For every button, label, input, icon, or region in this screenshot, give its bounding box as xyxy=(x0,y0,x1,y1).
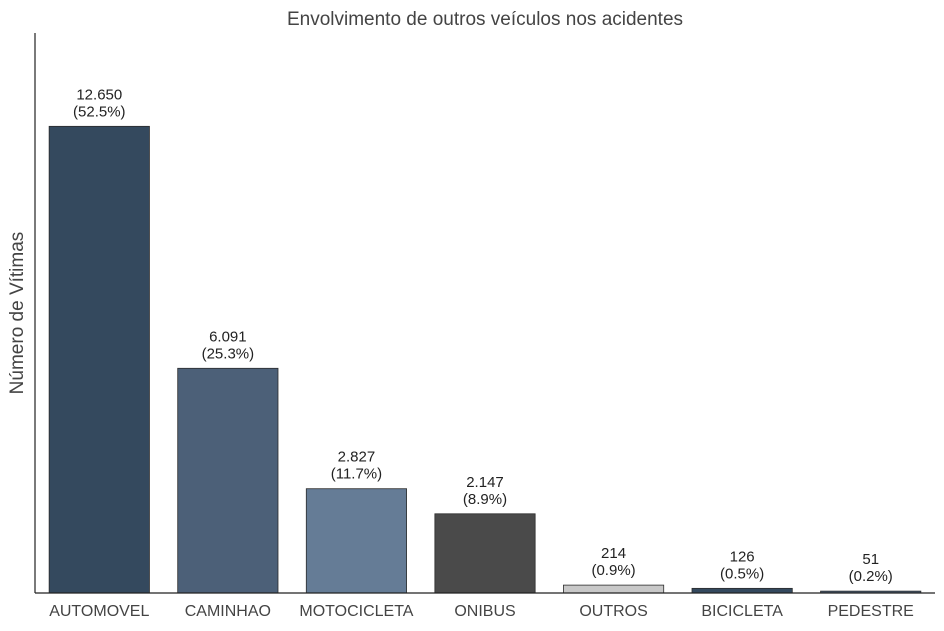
data-label-percent-motocicleta: (11.7%) xyxy=(331,466,382,483)
data-label-value-caminhao: 6.091 xyxy=(209,328,247,345)
bar-caminhao xyxy=(177,367,279,594)
bar-onibus xyxy=(434,513,536,594)
x-tick-label-automovel: AUTOMOVEL xyxy=(49,603,149,620)
x-tick-label-bicicleta: BICICLETA xyxy=(701,603,783,620)
y-axis-label: Número de Vítimas xyxy=(7,232,28,395)
x-tick-labels-group: AUTOMOVEL CAMINHAO MOTOCICLETA ONIBUS OUTROS… xyxy=(49,603,914,620)
bars-group xyxy=(48,125,922,594)
data-label-percent-bicicleta: (0.5%) xyxy=(720,565,764,582)
bar-bicicleta xyxy=(691,587,793,594)
x-tick-label-pedestre: PEDESTRE xyxy=(828,603,914,620)
data-label-percent-caminhao: (25.3%) xyxy=(202,345,255,362)
data-label-percent-automovel: (52.5%) xyxy=(73,103,126,120)
x-tick-label-caminhao: CAMINHAO xyxy=(185,603,271,620)
x-tick-label-outros: OUTROS xyxy=(579,603,647,620)
data-label-percent-pedestre: (0.2%) xyxy=(849,568,893,585)
data-label-value-automovel: 12.650 xyxy=(76,86,122,103)
data-label-value-pedestre: 51 xyxy=(862,551,879,568)
x-tick-label-onibus: ONIBUS xyxy=(454,603,515,620)
bar-outros xyxy=(563,584,665,594)
chart-title: Envolvimento de outros veículos nos acid… xyxy=(287,9,683,30)
data-label-percent-outros: (0.9%) xyxy=(591,562,635,579)
data-labels-group: 12.650(52.5%) 6.091(25.3%) 2.827(11.7%) 2.1… xyxy=(73,86,893,585)
data-label-percent-onibus: (8.9%) xyxy=(463,491,507,508)
data-label-value-bicicleta: 126 xyxy=(730,548,755,565)
bar-motocicleta xyxy=(305,488,407,594)
data-label-value-outros: 214 xyxy=(601,545,626,562)
data-label-value-onibus: 2.147 xyxy=(466,474,504,491)
bar-automovel xyxy=(48,125,150,594)
x-tick-label-motocicleta: MOTOCICLETA xyxy=(299,603,413,620)
data-label-value-motocicleta: 2.827 xyxy=(338,449,376,466)
